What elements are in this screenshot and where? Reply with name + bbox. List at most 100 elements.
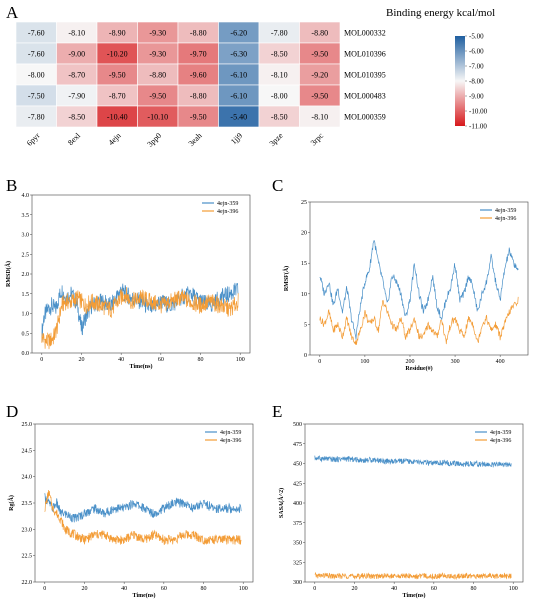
y-tick-label: 23.0	[22, 527, 33, 533]
y-axis-label: RMSF(Å)	[282, 266, 290, 291]
heatmap-column-label: 6pyr	[25, 131, 42, 148]
y-tick-label: 375	[293, 521, 302, 527]
heatmap-cell-value: -9.20	[311, 71, 328, 80]
heatmap-cell-value: -8.80	[311, 29, 328, 38]
heatmap-cell-value: -8.00	[271, 92, 288, 101]
plot-frame	[31, 194, 251, 354]
x-axis-label: Time(ns)	[133, 592, 156, 599]
heatmap-row-label: MOL010396	[344, 50, 386, 59]
x-tick-label: 20	[78, 357, 84, 363]
x-tick-label: 400	[496, 359, 505, 365]
plot-frame	[309, 201, 529, 356]
y-tick-label: 5	[304, 322, 307, 328]
y-tick-label: 350	[293, 541, 302, 547]
heatmap-cell-value: -8.10	[311, 113, 328, 122]
x-tick-label: 200	[405, 359, 414, 365]
colorbar-tick-label: -6.00	[469, 48, 484, 56]
colorbar-title: Binding energy kcal/mol	[386, 7, 495, 19]
heatmap-cell-value: -9.70	[190, 50, 207, 59]
panel-label-a: A	[6, 3, 19, 22]
heatmap-cell-value: -8.90	[109, 29, 126, 38]
y-tick-label: 1.5	[22, 292, 30, 298]
y-tick-label: 3.0	[22, 233, 30, 239]
heatmap-cell-value: -8.70	[109, 92, 126, 101]
y-tick-label: 22.0	[22, 580, 33, 586]
series-line-396	[314, 571, 512, 581]
legend-label: 4ejn-396	[220, 438, 241, 444]
heatmap-column-label: 3rpc	[309, 131, 326, 148]
y-tick-label: 10	[301, 292, 307, 298]
heatmap-row-label: MOL000483	[344, 92, 386, 101]
panel-label-b: B	[6, 176, 18, 195]
series-line-359	[319, 240, 519, 340]
heatmap-column-label: 3pp0	[145, 131, 163, 149]
heatmap-row-label: MOL010395	[344, 71, 386, 80]
x-axis-label: Time(ns)	[130, 363, 153, 370]
x-tick-label: 80	[201, 586, 207, 592]
y-tick-label: 23.5	[22, 501, 33, 507]
heatmap-cell-value: -9.50	[311, 92, 328, 101]
legend-label: 4ejn-359	[490, 430, 511, 436]
heatmap-cell-value: -10.40	[107, 113, 128, 122]
heatmap-cell-value: -10.10	[147, 113, 168, 122]
heatmap-cell-value: -8.10	[271, 71, 288, 80]
x-tick-label: 40	[121, 586, 127, 592]
y-tick-label: 0.5	[22, 331, 30, 337]
heatmap-column-label: 3eah	[187, 131, 204, 148]
y-tick-label: 475	[293, 442, 302, 448]
y-axis-label: Rg(Å)	[7, 495, 15, 511]
x-tick-label: 40	[391, 586, 397, 592]
y-tick-label: 0	[304, 353, 307, 359]
heatmap-column-label: 4ejn	[107, 131, 123, 147]
panel-label-c: C	[272, 176, 284, 195]
y-tick-label: 25.0	[22, 422, 33, 428]
y-tick-label: 3.5	[22, 213, 30, 219]
heatmap-cell-value: -7.80	[28, 113, 45, 122]
colorbar-tick-label: -9.00	[469, 93, 484, 101]
legend-label: 4ejn-359	[495, 208, 516, 214]
x-tick-label: 0	[318, 359, 321, 365]
heatmap-cell-value: -9.30	[149, 29, 166, 38]
legend-label: 4ejn-359	[220, 430, 241, 436]
x-tick-label: 100	[360, 359, 369, 365]
heatmap-row-label: MOL000332	[344, 29, 386, 38]
y-tick-label: 325	[293, 560, 302, 566]
legend-label: 4ejn-396	[490, 438, 511, 444]
y-tick-label: 1.0	[22, 312, 30, 318]
y-tick-label: 0.0	[22, 351, 30, 357]
heatmap-cell	[299, 105, 341, 128]
x-tick-label: 100	[509, 586, 518, 592]
heatmap-cell-value: -5.40	[230, 113, 247, 122]
heatmap-cell-value: -8.10	[68, 29, 85, 38]
x-tick-label: 60	[158, 357, 164, 363]
legend-label: 4ejn-359	[217, 201, 238, 207]
x-tick-label: 0	[43, 586, 46, 592]
y-tick-label: 20	[301, 231, 307, 237]
series-line-359	[41, 282, 239, 342]
heatmap-cell-value: -9.50	[109, 71, 126, 80]
heatmap-cell-value: -7.80	[271, 29, 288, 38]
heatmap-cell-value: -9.50	[190, 113, 207, 122]
y-tick-label: 4.0	[22, 193, 30, 199]
heatmap-cell-value: -8.80	[190, 92, 207, 101]
legend-label: 4ejn-396	[495, 216, 516, 222]
y-tick-label: 15	[301, 261, 307, 267]
heatmap-column-label: 8exl	[66, 131, 83, 148]
heatmap-cell-value: -9.50	[311, 50, 328, 59]
colorbar-tick-label: -11.00	[469, 123, 487, 131]
heatmap-cell-value: -8.70	[68, 71, 85, 80]
y-tick-label: 22.5	[22, 554, 33, 560]
y-axis-label: RMSD(Å)	[4, 261, 12, 287]
heatmap-cell-value: -9.30	[149, 50, 166, 59]
heatmap-cell-value: -6.20	[230, 29, 247, 38]
heatmap-cell-value: -9.50	[149, 92, 166, 101]
heatmap-cell-value: -7.60	[28, 50, 45, 59]
x-tick-label: 60	[161, 586, 167, 592]
x-axis-label: Residue(#)	[405, 365, 432, 372]
y-tick-label: 400	[293, 501, 302, 507]
series-line-396	[44, 489, 242, 546]
heatmap-cell-value: -8.50	[271, 113, 288, 122]
y-tick-label: 300	[293, 580, 302, 586]
series-line-359	[314, 455, 512, 468]
